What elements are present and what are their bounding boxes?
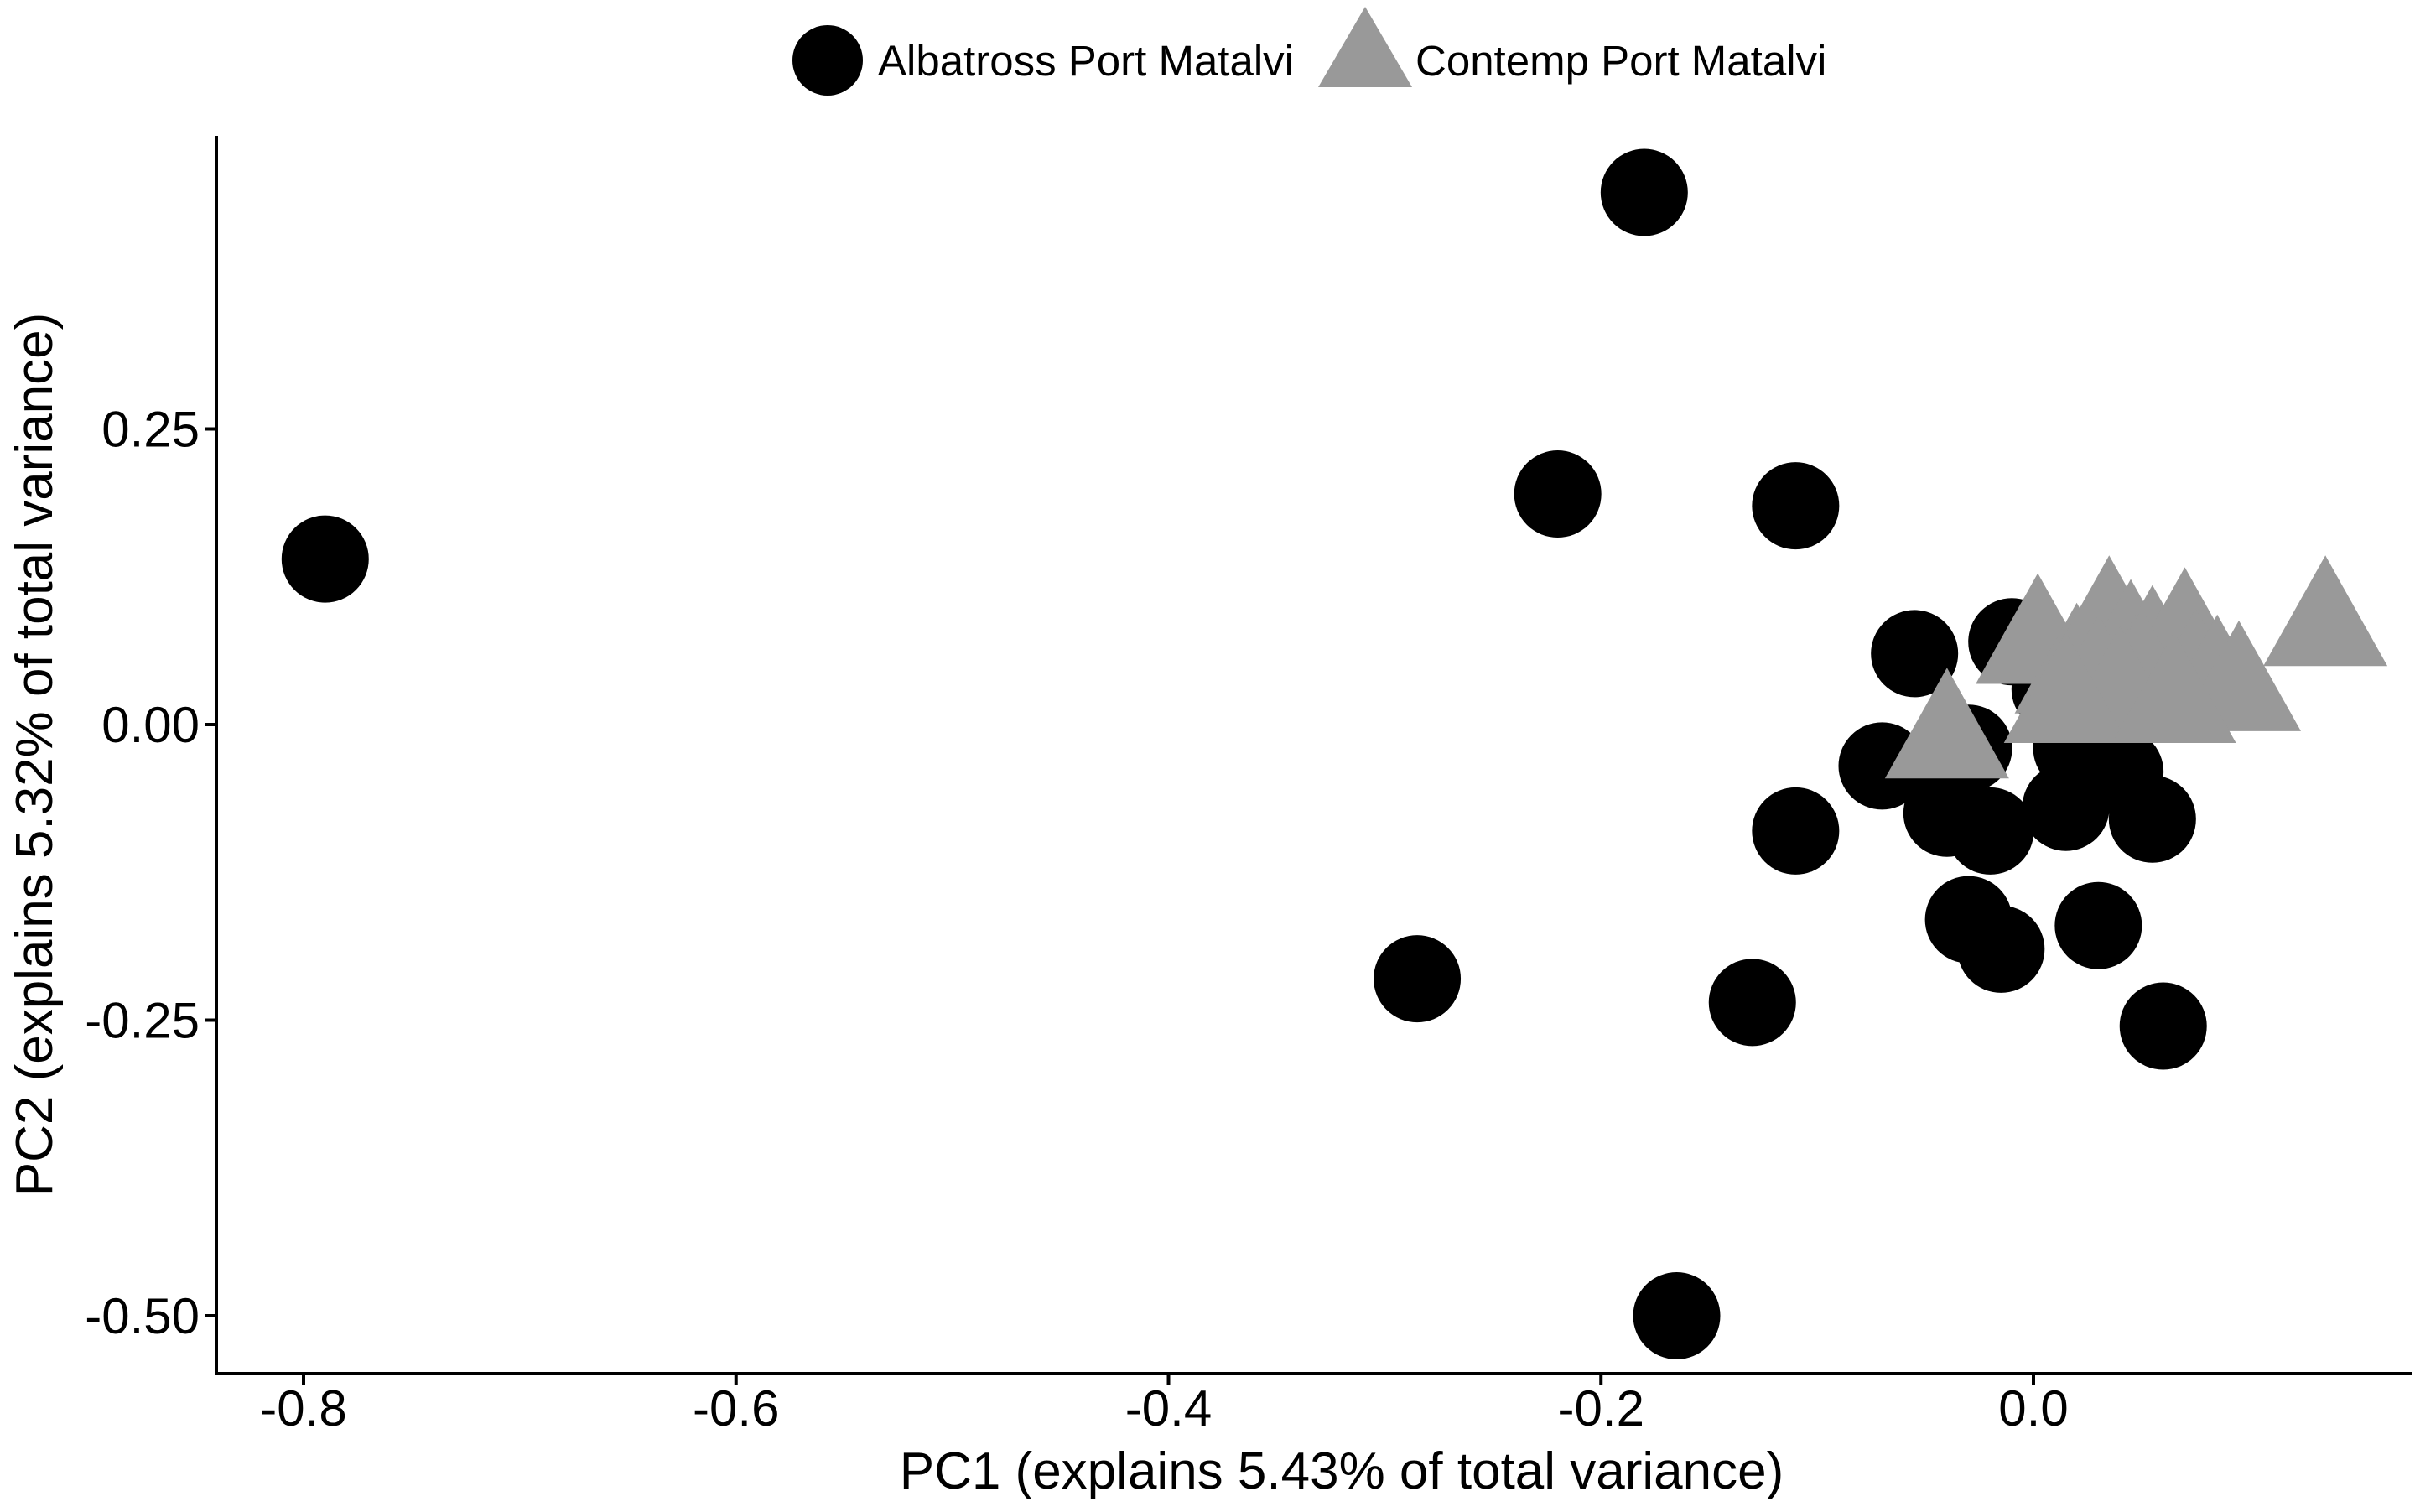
albatross-point (2119, 982, 2207, 1070)
x-tick-label: -0.4 (1125, 1380, 1212, 1437)
legend: Albatross Port Matalvi Contemp Port Mata… (792, 7, 1826, 96)
albatross-point (1708, 959, 1796, 1047)
albatross-point (2054, 881, 2142, 969)
contemp-point (1884, 668, 2009, 779)
legend-marker-contemp (1318, 7, 1412, 87)
contemp-point (2003, 631, 2128, 743)
y-tick-label: 0.00 (101, 697, 200, 753)
x-tick-label: 0.0 (1998, 1380, 2068, 1437)
y-tick-label: -0.25 (85, 993, 200, 1049)
y-axis-title: PC2 (explains 5.32% of total variance) (6, 313, 64, 1198)
x-axis-ticks: -0.8 -0.6 -0.4 -0.2 0.0 (260, 1374, 2069, 1437)
y-tick-label: -0.50 (85, 1288, 200, 1344)
legend-label-albatross: Albatross Port Matalvi (878, 37, 1294, 85)
albatross-point (2108, 775, 2196, 863)
albatross-point (1600, 148, 1688, 236)
albatross-point (1838, 722, 1926, 810)
albatross-point (1374, 935, 1462, 1023)
legend-marker-albatross (792, 25, 863, 96)
contemp-point (2111, 631, 2236, 743)
x-tick-label: -0.6 (693, 1380, 779, 1437)
albatross-point (281, 515, 369, 603)
x-axis-title: PC1 (explains 5.43% of total variance) (900, 1442, 1784, 1500)
albatross-point (2022, 763, 2110, 851)
albatross-point (1514, 450, 1602, 538)
y-axis-ticks: -0.50 -0.25 0.00 0.25 (85, 402, 216, 1344)
albatross-point (1946, 787, 2034, 875)
albatross-point (1633, 1272, 1721, 1359)
contemp-point (2263, 555, 2388, 667)
legend-label-contemp: Contemp Port Matalvi (1415, 37, 1826, 85)
albatross-point (1752, 462, 1840, 550)
albatross-point (1957, 905, 2045, 993)
albatross-point (1871, 610, 1959, 698)
albatross-point (1752, 787, 1840, 875)
x-tick-label: -0.2 (1558, 1380, 1644, 1437)
y-tick-label: 0.25 (101, 402, 200, 458)
plot-points (281, 148, 2388, 1359)
x-tick-label: -0.8 (260, 1380, 346, 1437)
